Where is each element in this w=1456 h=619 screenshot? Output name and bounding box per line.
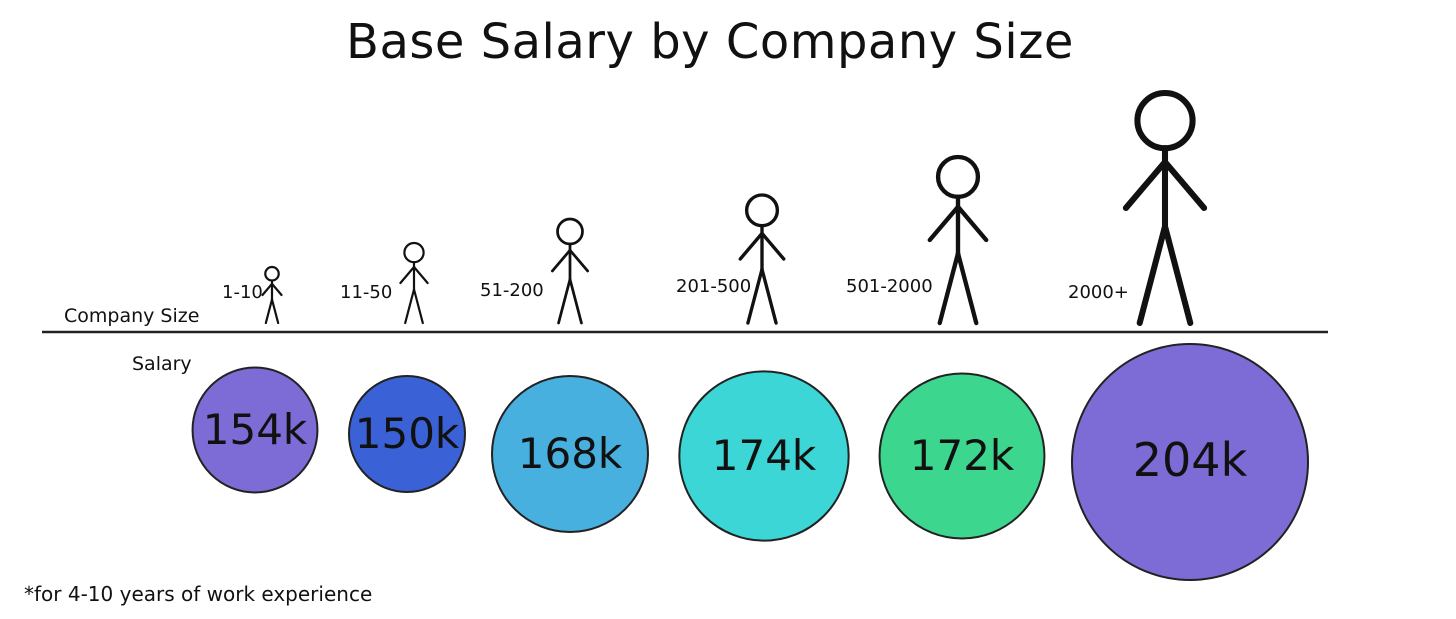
figure-head: [556, 217, 584, 246]
company-size-row-label: Company Size: [64, 305, 199, 327]
company-size-label: 501-2000: [846, 276, 933, 297]
stick-figures-layer: 1-10 11-50 51-200 201-500 501-2000 2000+: [222, 89, 1208, 327]
figure-arm: [1161, 158, 1208, 212]
salary-value-label: 154k: [203, 405, 308, 454]
salary-bubble: [678, 370, 850, 542]
figure-arm: [1122, 158, 1169, 212]
figure-arm: [399, 265, 416, 285]
figure-arm: [412, 265, 429, 285]
salary-bubble: [491, 375, 649, 533]
salary-value-label: 174k: [712, 431, 817, 480]
figure-arm: [568, 248, 590, 273]
company-size-label: 1-10: [222, 282, 263, 303]
salary-value-label: 150k: [355, 409, 460, 458]
figure-head: [744, 193, 780, 228]
figure-leg: [412, 288, 424, 325]
figure-leg: [1136, 223, 1169, 327]
salary-value-label: 168k: [518, 429, 623, 478]
company-size-label: 11-50: [340, 282, 392, 303]
stick-figure-icon: [927, 154, 989, 326]
figure-leg: [955, 251, 979, 326]
figure-leg: [264, 298, 274, 325]
figure-leg: [760, 267, 778, 325]
figure-arm: [955, 204, 989, 243]
salary-value-label: 204k: [1133, 433, 1248, 487]
chart-title: Base Salary by Company Size: [346, 14, 1074, 70]
figure-arm: [270, 282, 283, 297]
salary-bubble: [191, 366, 319, 494]
figure-arm: [738, 231, 764, 261]
stick-figure-icon: [1122, 89, 1208, 327]
salary-bubble: [1071, 343, 1309, 581]
figure-leg: [937, 251, 961, 326]
figure-head: [403, 241, 425, 264]
stick-figure-icon: [550, 217, 590, 325]
stick-figure-icon: [261, 265, 283, 325]
figure-leg: [557, 277, 572, 325]
figure-leg: [568, 277, 583, 325]
figure-leg: [1161, 223, 1194, 327]
figure-leg: [746, 267, 764, 325]
figure-head: [264, 265, 280, 282]
salary-bubble: [348, 375, 466, 493]
figure-arm: [927, 204, 961, 243]
figure-leg: [404, 288, 416, 325]
figure-head: [1134, 89, 1196, 152]
company-size-label: 2000+: [1068, 282, 1129, 303]
salary-value-label: 172k: [910, 431, 1015, 480]
stick-figure-icon: [738, 193, 786, 325]
footnote: *for 4-10 years of work experience: [24, 582, 373, 606]
figure-arm: [550, 248, 572, 273]
company-size-label: 201-500: [676, 276, 751, 297]
figure-arm: [760, 231, 786, 261]
figure-leg: [270, 298, 280, 325]
company-size-label: 51-200: [480, 280, 544, 301]
figure-head: [935, 154, 981, 200]
figure-arm: [261, 282, 274, 297]
salary-row-label: Salary: [132, 353, 192, 375]
salary-bubble: [878, 372, 1046, 540]
salary-bubbles-layer: 154k 150k 168k 174k 172k 204k: [191, 343, 1309, 581]
stick-figure-icon: [399, 241, 429, 325]
